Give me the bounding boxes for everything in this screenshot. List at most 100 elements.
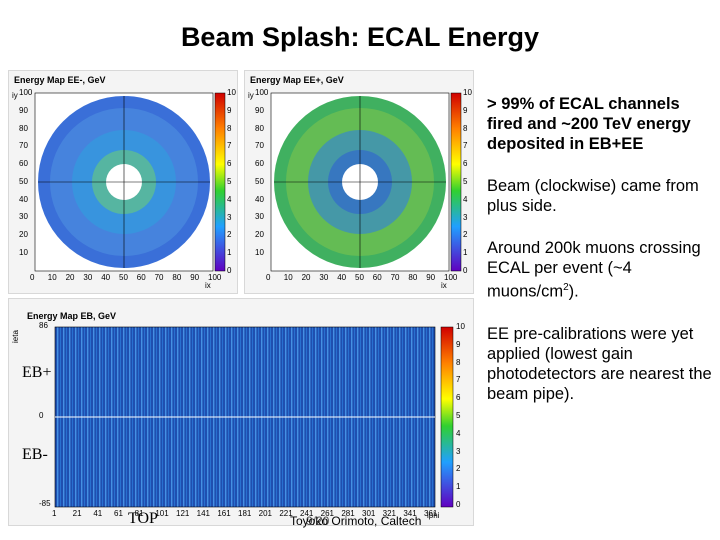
ee-plus-z-tick-label: 10 xyxy=(463,88,472,97)
ee-minus-z-tick-label: 8 xyxy=(227,123,232,133)
eb-x-tick-label: 281 xyxy=(341,509,355,518)
eb-z-tick-label: 5 xyxy=(456,411,461,420)
eb-z-tick-label: 1 xyxy=(456,482,461,492)
ee-plus-y-tick-label: 10 xyxy=(255,248,264,257)
ee-minus-z-tick-label: 4 xyxy=(227,194,232,204)
ee-plus-x-tick-label: 60 xyxy=(372,273,382,282)
ee-plus-z-tick-label: 3 xyxy=(463,212,468,222)
eb-x-tick-label: 181 xyxy=(238,509,252,518)
ee-plus-y-tick-label: 40 xyxy=(255,194,264,204)
ee-plus-x-axis-label: ix xyxy=(441,281,447,290)
ee-plus-plot-panel: Energy Map EE+, GeV iy 100 90 80 70 60 50 40 30… xyxy=(244,70,474,294)
eb-minus-label: EB- xyxy=(22,446,48,463)
ee-minus-plot-panel: Energy Map EE-, GeV iy 100 90 80 70 60 50 40 30… xyxy=(8,70,238,294)
eb-z-tick-label: 6 xyxy=(456,393,461,403)
ee-plus-y-tick-label: 50 xyxy=(255,176,264,186)
ee-plus-x-tick-label: 50 xyxy=(355,273,364,282)
eb-x-tick-label: 101 xyxy=(155,509,169,518)
ee-minus-y-tick-label: 50 xyxy=(19,176,28,186)
eb-x-tick-label: 161 xyxy=(217,509,231,518)
eb-z-tick-label: 9 xyxy=(456,339,461,349)
ee-minus-y-tick-label: 100 xyxy=(19,88,33,97)
ee-plus-z-tick-label: 7 xyxy=(463,141,468,151)
ee-minus-plot-title: Energy Map EE-, GeV xyxy=(14,75,106,85)
eb-z-tick-label: 7 xyxy=(456,375,461,385)
ee-plus-z-tick-label: 6 xyxy=(463,159,468,169)
eb-x-tick-label: 121 xyxy=(176,509,190,518)
ee-plus-x-tick-label: 20 xyxy=(301,273,311,282)
ee-minus-x-tick-label: 0 xyxy=(30,273,35,282)
bullet-3: Around 200k muons crossing ECAL per even… xyxy=(487,238,719,302)
ee-minus-x-tick-label: 10 xyxy=(47,273,57,282)
ee-plus-heatmap xyxy=(270,92,462,272)
ee-plus-x-tick-label: 40 xyxy=(337,273,347,282)
ee-minus-y-axis-label: iy xyxy=(12,91,18,100)
ee-plus-z-tick-label: 9 xyxy=(463,105,468,115)
author-footer: Toyoko Orimoto, Caltech xyxy=(290,514,422,528)
eb-x-tick-label: 201 xyxy=(258,509,273,518)
page-number: 9/20 xyxy=(306,514,330,528)
top-label: TOP xyxy=(128,510,158,527)
ee-plus-z-tick-label: 2 xyxy=(463,230,468,240)
bullet-4: EE pre-calibrations were yet applied (lo… xyxy=(487,324,712,403)
eb-y-tick-label: -85 xyxy=(39,499,51,508)
ee-plus-x-tick-label: 70 xyxy=(390,273,400,282)
ee-minus-x-tick-label: 40 xyxy=(101,273,111,282)
eb-heatmap xyxy=(54,326,454,508)
ee-plus-x-tick-label: 80 xyxy=(408,273,418,282)
ee-minus-y-tick-label: 10 xyxy=(19,248,28,257)
ee-plus-x-tick-label: 100 xyxy=(444,273,458,282)
eb-z-tick-label: 3 xyxy=(456,446,461,456)
ee-minus-x-tick-label: 100 xyxy=(208,273,222,282)
bullet-1: > 99% of ECAL channels fired and ~200 Te… xyxy=(487,95,691,153)
bullet-2: Beam (clockwise) came from plus side. xyxy=(487,177,699,215)
ee-plus-y-axis-label: iy xyxy=(248,91,254,100)
ee-plus-y-tick-label: 30 xyxy=(255,212,264,222)
ee-plus-x-tick-label: 30 xyxy=(319,273,329,282)
ee-minus-z-tick-label: 2 xyxy=(227,230,232,240)
ee-plus-z-tick-label: 1 xyxy=(463,248,468,258)
ee-minus-z-tick-label: 7 xyxy=(227,141,232,151)
ee-minus-y-tick-label: 80 xyxy=(19,123,28,133)
eb-x-axis-label: iphi xyxy=(427,511,440,520)
ee-plus-x-tick-label: 0 xyxy=(266,273,271,282)
ee-minus-y-tick-label: 20 xyxy=(19,230,28,240)
eb-x-tick-label: 1 xyxy=(52,509,57,518)
eb-z-tick-label: 8 xyxy=(456,357,461,367)
ee-minus-x-tick-label: 30 xyxy=(83,273,93,282)
ee-minus-x-tick-label: 60 xyxy=(136,273,146,282)
ee-minus-x-tick-label: 20 xyxy=(65,273,75,282)
bullet-3-tail: ). xyxy=(568,282,579,301)
ee-minus-x-axis-label: ix xyxy=(205,281,211,290)
ee-minus-z-tick-label: 0 xyxy=(227,266,232,275)
eb-x-tick-label: 61 xyxy=(114,509,123,518)
ee-plus-x-tick-label: 10 xyxy=(283,273,293,282)
ee-minus-x-tick-label: 50 xyxy=(119,273,128,282)
ee-minus-z-tick-label: 1 xyxy=(227,248,232,258)
eb-x-tick-label: 261 xyxy=(320,509,335,518)
ee-minus-z-tick-label: 3 xyxy=(227,212,232,222)
ee-plus-z-tick-label: 5 xyxy=(463,177,468,186)
eb-z-tick-label: 10 xyxy=(456,322,465,331)
ee-minus-y-tick-label: 70 xyxy=(19,141,28,151)
ee-plus-y-tick-label: 100 xyxy=(255,88,269,97)
ee-plus-plot-title: Energy Map EE+, GeV xyxy=(250,75,344,85)
ee-minus-x-tick-label: 80 xyxy=(172,273,182,282)
eb-x-tick-label: 81 xyxy=(134,509,144,518)
ee-minus-z-tick-label: 9 xyxy=(227,105,232,115)
eb-x-tick-label: 361 xyxy=(424,509,438,518)
eb-z-tick-label: 4 xyxy=(456,428,461,438)
eb-y-tick-label: 0 xyxy=(39,411,44,420)
ee-minus-x-tick-label: 70 xyxy=(154,273,164,282)
bullet-3-text: Around 200k muons crossing ECAL per even… xyxy=(487,239,701,301)
slide-title: Beam Splash: ECAL Energy xyxy=(180,22,540,52)
eb-plus-label: EB+ xyxy=(22,364,52,381)
eb-plot-panel: Energy Map EB, GeV ieta 86 0 -85 1 21 41 61 81… xyxy=(8,298,474,526)
ee-minus-x-tick-label: 90 xyxy=(190,273,200,282)
ee-plus-y-tick-label: 70 xyxy=(255,141,264,151)
ee-plus-z-tick-label: 0 xyxy=(463,266,468,275)
eb-x-tick-label: 341 xyxy=(403,509,417,518)
eb-y-tick-label: 86 xyxy=(39,321,48,330)
eb-z-tick-label: 2 xyxy=(456,464,461,474)
eb-z-tick-label: 0 xyxy=(456,500,461,509)
